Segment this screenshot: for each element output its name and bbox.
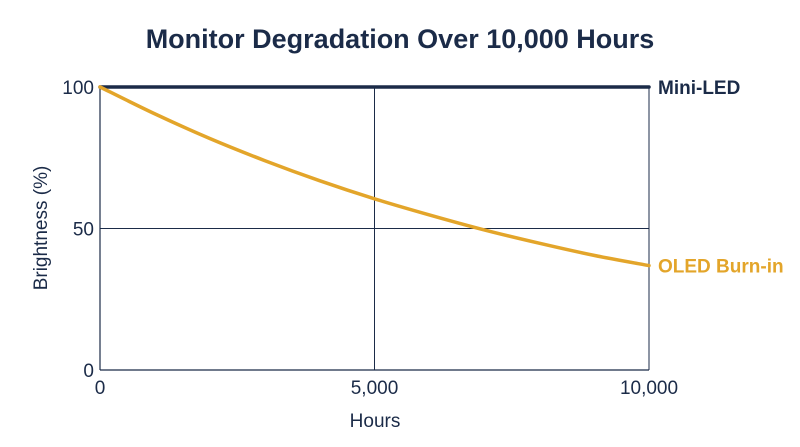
y-tick-label: 100: [62, 78, 94, 99]
series-label-mini-led: Mini-LED: [658, 78, 740, 99]
series-line-oled-burn-in: [98, 85, 651, 268]
series-labels: Mini-LED OLED Burn-in: [658, 78, 784, 278]
y-tick-label: 50: [73, 220, 94, 241]
series-label-oled-burn-in: OLED Burn-in: [658, 257, 784, 278]
x-tick-label: 10,000: [620, 378, 678, 399]
x-tick-label: 5,000: [351, 378, 399, 399]
gridlines: [100, 86, 650, 370]
x-tick-label: 0: [95, 378, 106, 399]
series-lines: [98, 85, 651, 268]
y-axis-label: Brightness (%): [31, 166, 52, 291]
axes: [99, 87, 650, 371]
x-axis-label: Hours: [350, 411, 401, 432]
y-tick-label: 0: [83, 361, 94, 382]
chart-title: Monitor Degradation Over 10,000 Hours: [146, 24, 655, 54]
x-tick-labels: 0 5,000 10,000: [95, 378, 678, 399]
y-tick-labels: 0 50 100: [62, 78, 94, 382]
